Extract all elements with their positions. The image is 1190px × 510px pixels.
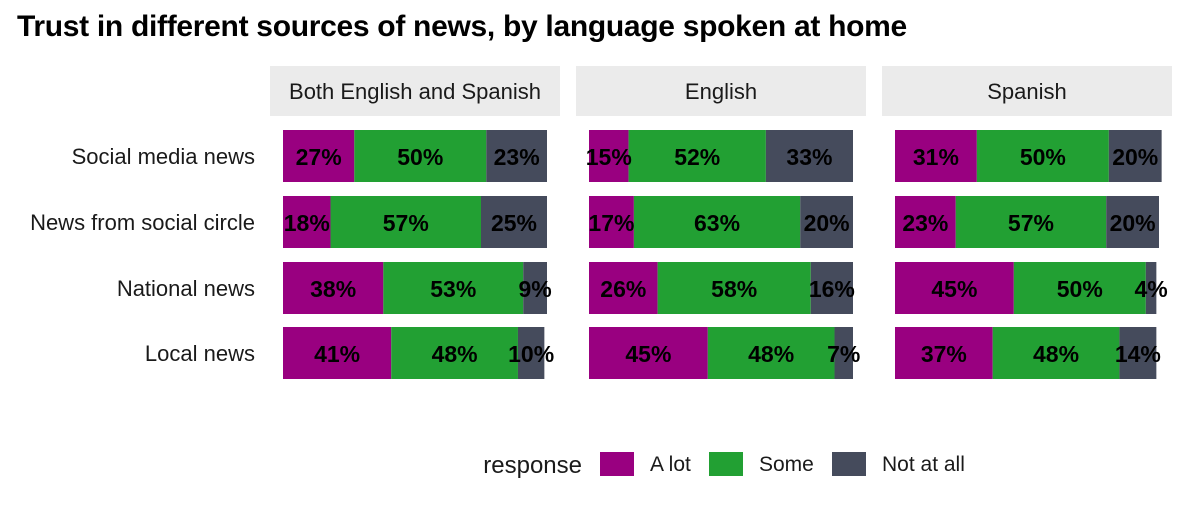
bar-segment xyxy=(1108,130,1162,182)
data-label: 4% xyxy=(1134,276,1167,302)
data-label: 17% xyxy=(588,210,634,236)
bar-segment xyxy=(589,130,629,182)
bar-segment xyxy=(955,196,1107,248)
legend-label: Some xyxy=(759,453,814,476)
bar-segment xyxy=(517,327,545,379)
bar-segment xyxy=(391,327,518,379)
bar-segment xyxy=(330,196,481,248)
data-label: 41% xyxy=(314,341,360,367)
bar-segment xyxy=(486,130,547,182)
y-tick-label: News from social circle xyxy=(30,210,255,235)
bar-segment xyxy=(992,327,1120,379)
data-label: 27% xyxy=(296,144,342,170)
bar-segment xyxy=(354,130,487,182)
bar-segment xyxy=(895,327,993,379)
data-label: 33% xyxy=(786,144,832,170)
facet-strip-label: English xyxy=(685,79,757,104)
data-label: 14% xyxy=(1115,341,1161,367)
bar-segment xyxy=(895,130,977,182)
bar-segment xyxy=(589,196,634,248)
bar-segment xyxy=(1106,196,1159,248)
data-label: 63% xyxy=(694,210,740,236)
data-label: 31% xyxy=(913,144,959,170)
bar-segment xyxy=(834,327,853,379)
bar-segment xyxy=(628,130,766,182)
data-label: 20% xyxy=(1110,210,1156,236)
data-label: 52% xyxy=(674,144,720,170)
y-tick-label: National news xyxy=(117,276,255,301)
bar-segment xyxy=(657,262,811,314)
data-label: 23% xyxy=(902,210,948,236)
bar-segment xyxy=(589,327,708,379)
data-label: 48% xyxy=(1033,341,1079,367)
facet-strip xyxy=(882,66,1172,116)
y-tick-label: Local news xyxy=(145,341,255,366)
data-label: 50% xyxy=(397,144,443,170)
facet-strip-label: Spanish xyxy=(987,79,1067,104)
bar-segment xyxy=(1145,262,1157,314)
bar-segment xyxy=(800,196,853,248)
data-label: 15% xyxy=(586,144,632,170)
data-label: 23% xyxy=(494,144,540,170)
bar-segment xyxy=(1013,262,1146,314)
bar-segment xyxy=(633,196,801,248)
data-label: 50% xyxy=(1057,276,1103,302)
data-label: 25% xyxy=(491,210,537,236)
bar-segment xyxy=(283,196,331,248)
data-label: 45% xyxy=(931,276,977,302)
legend-key xyxy=(600,452,634,476)
data-label: 18% xyxy=(284,210,330,236)
data-label: 57% xyxy=(383,210,429,236)
data-label: 20% xyxy=(1112,144,1158,170)
bar-segment xyxy=(976,130,1109,182)
bar-segment xyxy=(810,262,853,314)
data-label: 50% xyxy=(1020,144,1066,170)
bar-segment xyxy=(481,196,547,248)
data-label: 20% xyxy=(804,210,850,236)
bar-segment xyxy=(589,262,658,314)
bar-segment xyxy=(523,262,547,314)
data-label: 48% xyxy=(748,341,794,367)
legend-label: Not at all xyxy=(882,453,965,476)
bar-segment xyxy=(383,262,524,314)
chart-title: Trust in different sources of news, by l… xyxy=(17,10,907,43)
legend-title: response xyxy=(483,452,582,479)
data-label: 48% xyxy=(432,341,478,367)
bar-segment xyxy=(283,262,384,314)
data-label: 45% xyxy=(625,341,671,367)
data-label: 37% xyxy=(921,341,967,367)
data-label: 38% xyxy=(310,276,356,302)
y-tick-label: Social media news xyxy=(72,144,255,169)
bar-segment xyxy=(895,196,956,248)
data-label: 10% xyxy=(508,341,554,367)
data-label: 26% xyxy=(600,276,646,302)
facet-strip xyxy=(576,66,866,116)
bar-segment xyxy=(283,130,355,182)
facet-strip-label: Both English and Spanish xyxy=(289,79,541,104)
data-label: 53% xyxy=(430,276,476,302)
bar-segment xyxy=(895,262,1014,314)
bar-segment xyxy=(283,327,392,379)
data-label: 9% xyxy=(518,276,551,302)
data-label: 58% xyxy=(711,276,757,302)
bar-segment xyxy=(1119,327,1157,379)
bar-segment xyxy=(707,327,835,379)
legend-key xyxy=(709,452,743,476)
data-label: 16% xyxy=(809,276,855,302)
data-label: 7% xyxy=(827,341,860,367)
legend-label: A lot xyxy=(650,453,691,476)
data-label: 57% xyxy=(1008,210,1054,236)
facet-strip xyxy=(270,66,560,116)
legend-key xyxy=(832,452,866,476)
bar-segment xyxy=(765,130,853,182)
